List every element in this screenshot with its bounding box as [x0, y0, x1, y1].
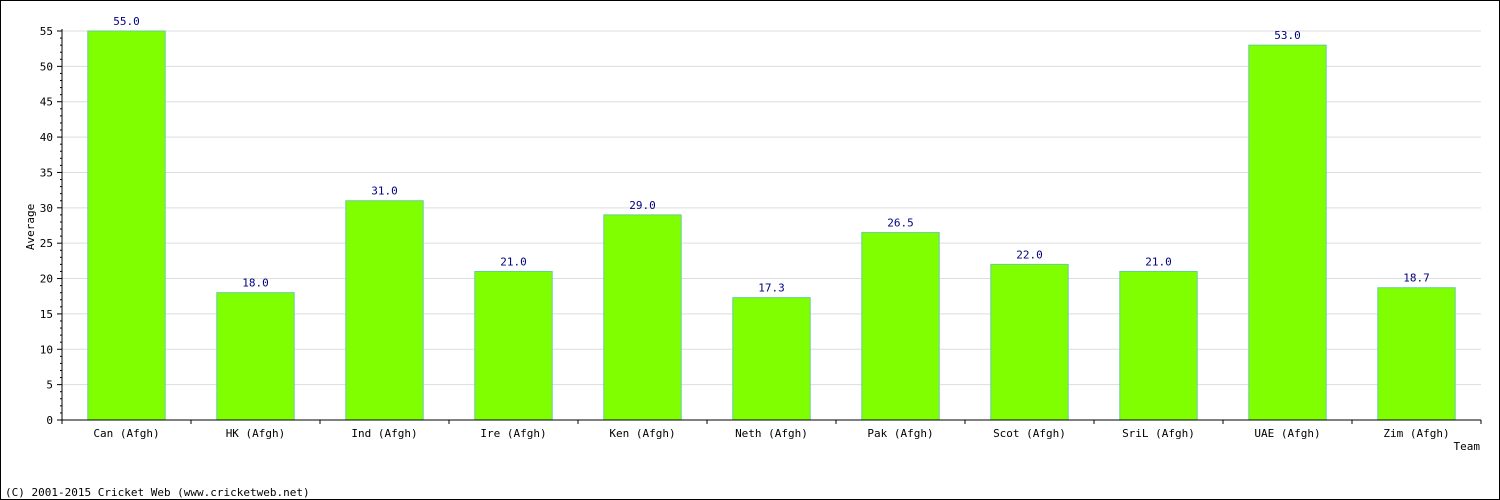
y-axis-title: Average: [24, 204, 37, 250]
y-tick-label: 15: [40, 308, 53, 321]
y-tick-label: 25: [40, 237, 53, 250]
x-tick-label: Can (Afgh): [93, 427, 159, 440]
x-tick-label: HK (Afgh): [226, 427, 286, 440]
bar-value-label: 17.3: [758, 282, 785, 295]
y-tick-label: 40: [40, 131, 53, 144]
bar: [87, 30, 166, 421]
copyright-text: (C) 2001-2015 Cricket Web (www.cricketwe…: [5, 486, 310, 499]
bar-value-label: 18.0: [242, 277, 269, 290]
y-tick-label: 5: [46, 379, 53, 392]
bar: [1248, 44, 1327, 421]
x-tick-label: UAE (Afgh): [1254, 427, 1320, 440]
bar: [216, 292, 295, 421]
bar-value-label: 29.0: [629, 199, 656, 212]
x-tick-label: SriL (Afgh): [1122, 427, 1195, 440]
bar: [861, 232, 940, 421]
bar: [345, 200, 424, 421]
bar: [603, 214, 682, 421]
bar: [1377, 287, 1456, 421]
y-tick-label: 45: [40, 96, 53, 109]
bar: [474, 270, 553, 421]
x-tick-label: Neth (Afgh): [735, 427, 808, 440]
axes: [57, 29, 1482, 424]
bar-value-label: 21.0: [500, 255, 527, 268]
bar: [990, 263, 1069, 421]
bar-value-label: 18.7: [1403, 272, 1430, 285]
bar: [1119, 270, 1198, 421]
y-tick-label: 35: [40, 166, 53, 179]
bar-value-label: 22.0: [1016, 248, 1043, 261]
bar-value-label: 26.5: [887, 217, 914, 230]
grid-lines: [62, 30, 1481, 386]
x-tick-label: Ind (Afgh): [351, 427, 417, 440]
bar-value-label: 21.0: [1145, 255, 1172, 268]
y-tick-label: 50: [40, 60, 53, 73]
bars: [87, 30, 1456, 421]
x-tick-label: Scot (Afgh): [993, 427, 1066, 440]
x-tick-label: Ken (Afgh): [609, 427, 675, 440]
y-tick-label: 0: [46, 414, 53, 427]
y-tick-label: 30: [40, 202, 53, 215]
bar-value-label: 53.0: [1274, 29, 1301, 42]
y-tick-label: 20: [40, 273, 53, 286]
x-axis-title: Team: [1454, 440, 1481, 453]
x-tick-label: Ire (Afgh): [480, 427, 546, 440]
bar-value-label: 31.0: [371, 185, 398, 198]
bar: [732, 297, 811, 421]
x-tick-label: Pak (Afgh): [867, 427, 933, 440]
y-tick-label: 10: [40, 343, 53, 356]
y-tick-label: 55: [40, 25, 53, 38]
x-tick-label: Zim (Afgh): [1383, 427, 1449, 440]
bar-value-label: 55.0: [113, 15, 140, 28]
labels: 0 5 10 15 20 25 30 35 40 45 50 55 55.0 Can (Afgh) 18.0…: [40, 15, 1450, 440]
